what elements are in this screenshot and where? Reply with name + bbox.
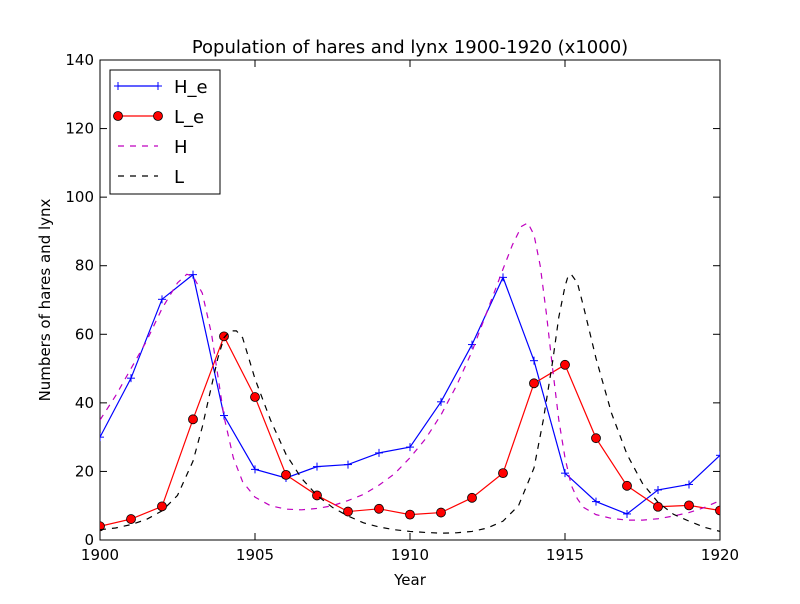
data-point — [250, 392, 260, 402]
y-tick-label: 80 — [75, 257, 94, 275]
data-point — [529, 378, 539, 389]
data-point — [157, 501, 167, 512]
y-tick-label: 20 — [75, 462, 94, 480]
x-tick-label: 1920 — [701, 546, 739, 564]
series-line — [100, 273, 720, 515]
series-h — [100, 222, 720, 521]
data-point — [498, 468, 508, 479]
data-point — [592, 497, 600, 506]
legend-label: L — [174, 167, 184, 188]
data-point — [561, 469, 569, 478]
data-point — [343, 506, 353, 517]
legend-label: H_e — [174, 77, 208, 98]
x-tick-label: 1910 — [391, 546, 429, 564]
data-point — [189, 270, 197, 279]
x-tick-label: 1905 — [236, 546, 274, 564]
data-point — [467, 492, 477, 503]
data-point — [560, 359, 570, 370]
data-point — [716, 451, 720, 460]
legend: H_e L_e HL — [109, 69, 221, 195]
y-axis-label: Numbers of hares and lynx — [36, 198, 54, 401]
data-point — [281, 469, 291, 480]
series-l — [100, 273, 720, 534]
data-point — [127, 374, 135, 383]
data-point — [375, 448, 383, 457]
data-point — [623, 509, 631, 518]
data-point — [715, 505, 720, 516]
x-tick-label: 1915 — [546, 546, 584, 564]
legend-label: L_e — [174, 107, 204, 128]
series-l-e — [100, 331, 720, 532]
y-tick-label: 120 — [65, 120, 94, 138]
y-tick-label: 100 — [65, 188, 94, 206]
legend-box — [109, 69, 221, 195]
series-line — [100, 222, 720, 521]
axes: 1900 1905 1910 1915 1920 0 20 40 60 80 100 120 140 — [65, 51, 739, 564]
chart-title: Population of hares and lynx 1900-1920 (… — [192, 37, 628, 58]
y-tick-label: 60 — [75, 325, 94, 343]
series-line — [100, 334, 720, 527]
data-point — [436, 507, 446, 518]
legend-item: L — [118, 167, 184, 188]
data-point — [437, 397, 445, 406]
x-tick-label: 1900 — [81, 546, 119, 564]
y-tick-label: 40 — [75, 394, 94, 412]
data-point — [188, 414, 198, 425]
data-point — [405, 509, 415, 520]
y-tick-label: 0 — [84, 531, 94, 549]
data-point — [251, 465, 259, 474]
series-line — [100, 273, 720, 534]
legend-item: L_e — [113, 107, 204, 128]
data-point — [126, 514, 136, 524]
data-point — [654, 485, 662, 494]
series-h-e — [100, 270, 720, 518]
data-point — [685, 480, 693, 489]
x-axis-label: Year — [393, 571, 427, 589]
data-point — [684, 500, 694, 511]
data-point — [591, 433, 601, 444]
data-point — [622, 480, 632, 491]
legend-item: H_e — [114, 77, 208, 98]
data-point — [100, 521, 105, 532]
y-tick-label: 140 — [65, 51, 94, 69]
data-point — [100, 433, 104, 442]
data-point — [374, 503, 384, 514]
legend-item: H — [118, 137, 188, 158]
data-point — [344, 460, 352, 469]
data-point — [158, 295, 166, 304]
data-point — [653, 501, 663, 512]
data-point — [406, 443, 414, 452]
data-point — [313, 462, 321, 471]
data-point — [219, 331, 229, 342]
legend-label: H — [174, 137, 188, 158]
series-layer — [100, 222, 720, 534]
data-point — [530, 356, 538, 365]
